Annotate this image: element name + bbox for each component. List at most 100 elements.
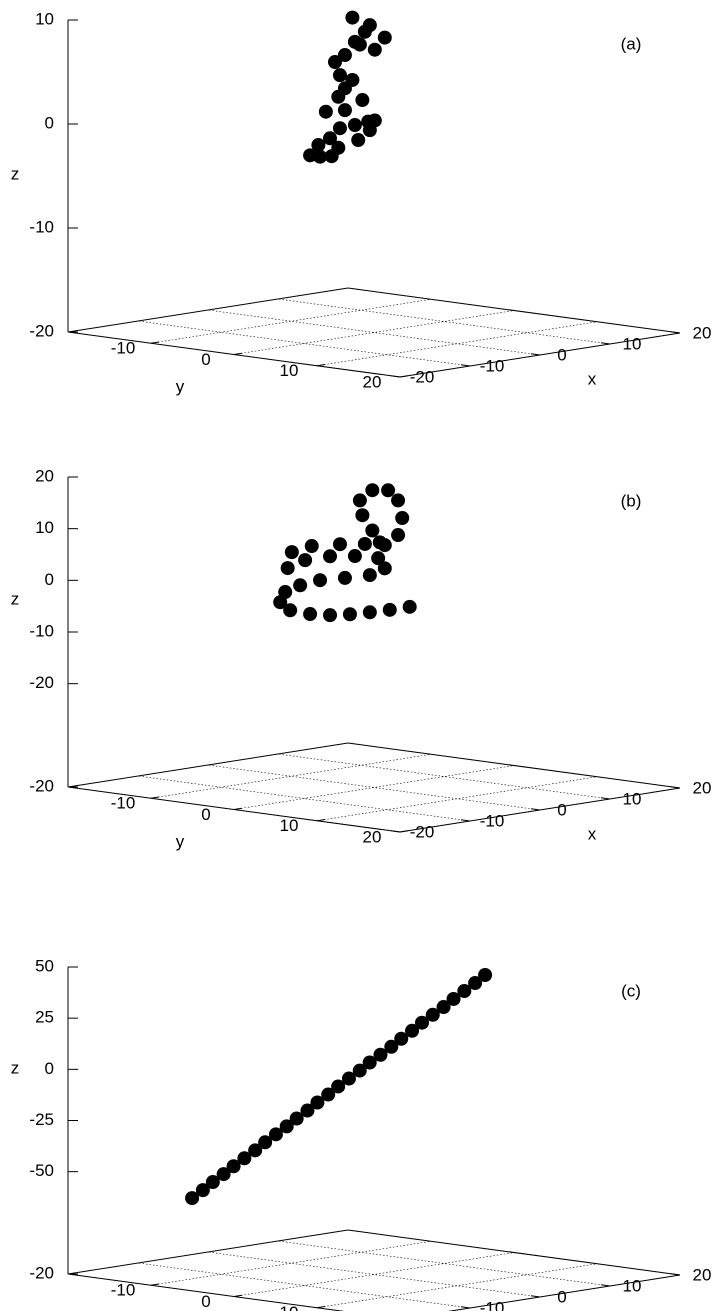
- data-point: [337, 48, 352, 63]
- data-point: [280, 561, 295, 576]
- panel-label: (c): [621, 981, 641, 1000]
- data-point: [352, 493, 367, 508]
- floor-edge: [347, 1229, 681, 1276]
- data-point: [185, 1191, 200, 1206]
- x-tick-label: 10: [623, 789, 642, 808]
- data-point: [384, 1039, 399, 1054]
- data-point: [279, 1119, 294, 1134]
- z-tick-label: -10: [29, 621, 54, 640]
- grid-line: [233, 765, 515, 810]
- x-tick-label: 20: [693, 778, 712, 797]
- z-tick-label: -25: [29, 1110, 54, 1129]
- grid-line: [277, 753, 611, 800]
- x-tick-label: -10: [480, 1298, 505, 1311]
- data-point: [357, 536, 372, 551]
- data-point: [327, 55, 342, 70]
- y-tick-label: 10: [280, 361, 299, 380]
- z-tick-label: -20: [29, 776, 54, 795]
- y-tick: [150, 796, 160, 799]
- y-tick: [233, 352, 243, 355]
- z-tick-label: 10: [35, 9, 54, 28]
- data-point: [394, 1031, 409, 1046]
- grid-line: [207, 1251, 541, 1298]
- x-tick-label: 20: [693, 1265, 712, 1284]
- grid-line: [150, 1240, 432, 1286]
- data-point: [341, 1071, 356, 1086]
- data-point: [248, 1143, 263, 1158]
- y-tick: [233, 1294, 243, 1297]
- y-tick-label: -10: [111, 1281, 136, 1300]
- data-point: [332, 68, 347, 83]
- data-point: [352, 37, 367, 52]
- grid-line: [316, 321, 598, 367]
- y-tick-label: 0: [201, 805, 210, 824]
- data-point: [298, 553, 313, 568]
- z-tick-label: 0: [45, 113, 54, 132]
- grid-line: [207, 309, 541, 356]
- data-point: [258, 1135, 273, 1150]
- y-tick-label: 0: [201, 350, 210, 369]
- data-point: [382, 602, 397, 617]
- data-point: [205, 1175, 220, 1190]
- z-tick-label: -10: [29, 217, 54, 236]
- grid-line: [150, 753, 432, 799]
- data-point: [365, 483, 380, 498]
- data-point: [446, 991, 461, 1006]
- z-axis-label: z: [11, 1058, 20, 1077]
- x-tick: [600, 797, 611, 800]
- y-tick-label: 10: [280, 816, 299, 835]
- x-tick: [390, 375, 401, 378]
- data-point: [278, 585, 293, 600]
- data-point: [313, 149, 328, 164]
- x-tick: [530, 808, 541, 811]
- x-tick: [670, 786, 681, 789]
- data-point: [332, 537, 347, 552]
- y-tick: [233, 807, 243, 810]
- y-tick-label: 20: [363, 827, 382, 846]
- data-point: [372, 535, 387, 550]
- floor-edge: [347, 287, 681, 334]
- z-axis-label: z: [11, 589, 20, 608]
- y-axis-label: y: [176, 377, 185, 396]
- y-tick-label: -10: [111, 794, 136, 813]
- data-point: [405, 1023, 420, 1038]
- x-tick: [530, 1295, 541, 1298]
- data-point: [283, 603, 298, 618]
- x-tick: [600, 1284, 611, 1287]
- data-point: [331, 140, 346, 155]
- data-point: [323, 549, 338, 564]
- data-point: [362, 123, 377, 138]
- data-point: [345, 72, 360, 87]
- grid-line: [233, 1252, 515, 1297]
- data-point: [355, 508, 370, 523]
- y-tick-label: 10: [280, 1303, 299, 1311]
- data-point: [377, 561, 392, 576]
- data-point: [457, 984, 472, 999]
- x-tick-label: 0: [557, 1287, 566, 1306]
- data-point: [310, 1095, 325, 1110]
- data-point: [293, 578, 308, 593]
- z-tick-label: 20: [35, 466, 54, 485]
- data-point: [395, 511, 410, 526]
- data-point: [381, 483, 396, 498]
- data-point: [323, 131, 338, 146]
- floor-edge: [67, 287, 349, 333]
- data-point: [332, 121, 347, 136]
- data-point: [289, 1111, 304, 1126]
- x-tick-label: -10: [480, 356, 505, 375]
- grid-line: [233, 310, 515, 355]
- data-point: [331, 1079, 346, 1094]
- data-point: [311, 138, 326, 153]
- x-tick: [530, 353, 541, 356]
- data-point: [391, 493, 406, 508]
- x-tick: [600, 342, 611, 345]
- data-point: [367, 42, 382, 57]
- data-point: [373, 1047, 388, 1062]
- y-tick-label: 20: [363, 372, 382, 391]
- z-tick-label: -20: [29, 673, 54, 692]
- data-point: [337, 103, 352, 118]
- grid-line: [277, 298, 611, 345]
- grid-line: [277, 1240, 611, 1287]
